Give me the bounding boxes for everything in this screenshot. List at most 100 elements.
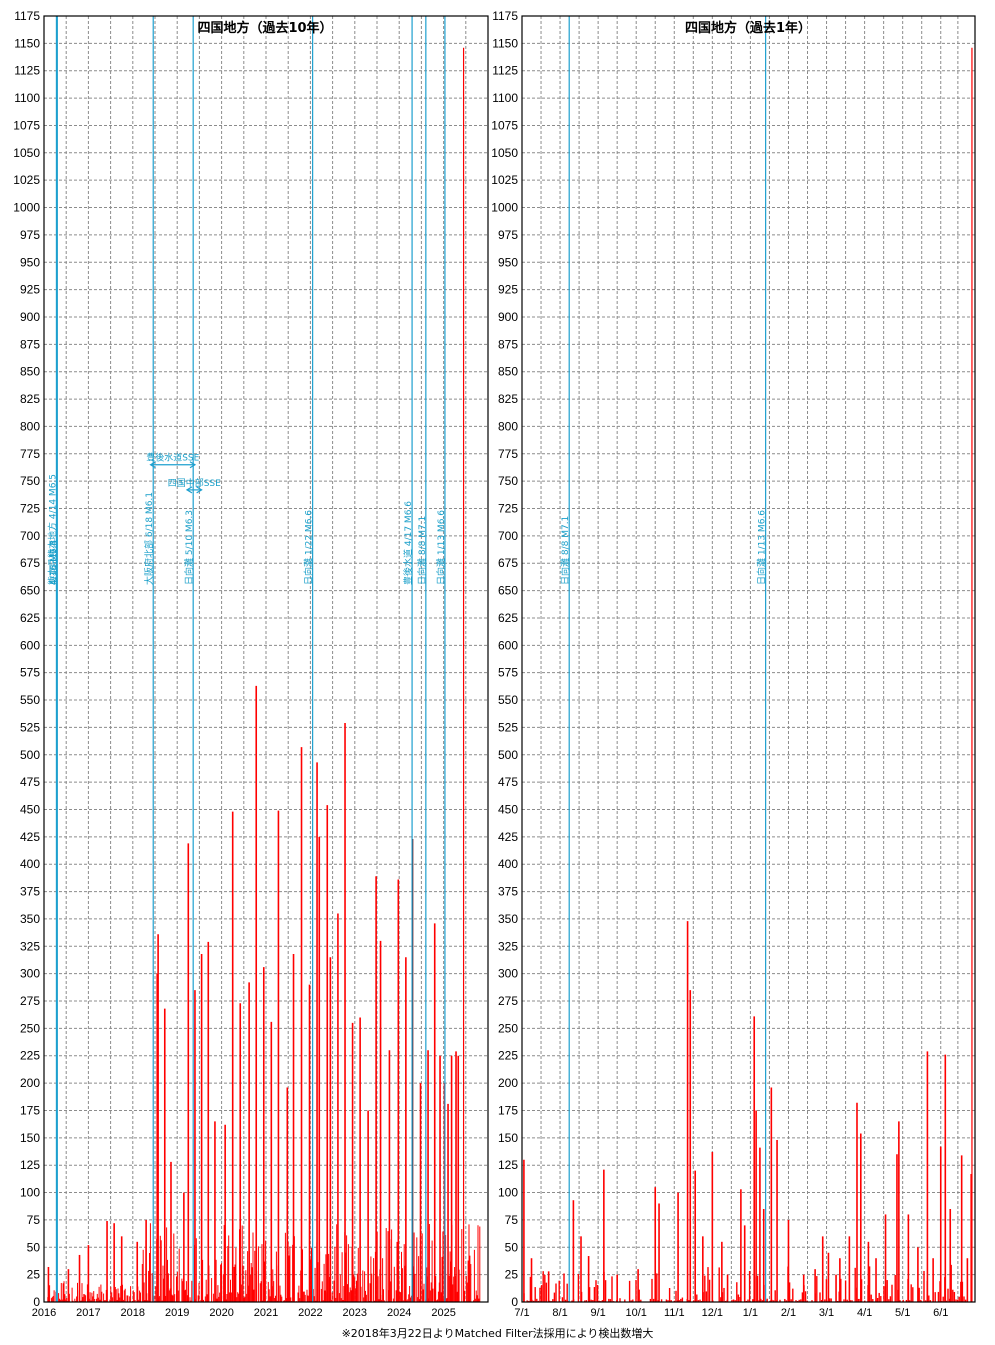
y-tick-label: 975 xyxy=(20,228,40,242)
sse-arrow xyxy=(196,486,203,494)
y-tick-label: 75 xyxy=(27,1213,41,1227)
x-tick-label: 3/1 xyxy=(819,1307,834,1319)
y-tick-label: 25 xyxy=(27,1268,41,1282)
plot-background xyxy=(522,16,975,1302)
y-tick-label: 800 xyxy=(498,419,518,433)
y-tick-label: 225 xyxy=(498,1049,518,1063)
y-tick-label: 750 xyxy=(20,474,40,488)
y-tick-label: 1000 xyxy=(491,201,518,215)
y-tick-label: 675 xyxy=(20,556,40,570)
event-label: 熊本県熊本地方 4/14 M6.5 xyxy=(46,474,58,585)
y-tick-label: 1100 xyxy=(14,91,40,105)
bar-series xyxy=(523,47,973,1302)
chart-panel-one-year: 0 25 50 75 100 125 150 175 200 225 250 275 300 325 350… xyxy=(491,9,976,1319)
y-tick-label: 900 xyxy=(498,310,518,324)
x-tick-label: 2016 xyxy=(32,1307,56,1319)
y-tick-label: 775 xyxy=(20,447,40,461)
y-tick-label: 350 xyxy=(20,912,40,926)
y-tick-label: 275 xyxy=(498,994,518,1008)
y-tick-label: 1125 xyxy=(14,64,40,78)
y-tick-label: 925 xyxy=(20,283,40,297)
y-tick-label: 75 xyxy=(505,1213,519,1227)
y-tick-label: 650 xyxy=(498,584,518,598)
x-tick-label: 2017 xyxy=(76,1307,100,1319)
y-tick-label: 200 xyxy=(498,1076,518,1090)
y-tick-label: 700 xyxy=(20,529,40,543)
event-label: 日向灘 1/22 M6.6 xyxy=(303,510,315,585)
y-tick-label: 150 xyxy=(498,1131,518,1145)
event-label: 日向灘 1/13 M6.6 xyxy=(435,510,447,585)
x-tick-label: 2/1 xyxy=(781,1307,796,1319)
y-tick-label: 550 xyxy=(498,693,518,707)
y-tick-label: 250 xyxy=(498,1021,518,1035)
x-tick-label: 9/1 xyxy=(590,1307,605,1319)
x-tick-label: 2018 xyxy=(121,1307,145,1319)
y-tick-label: 925 xyxy=(498,283,518,297)
y-tick-label: 1175 xyxy=(14,9,40,23)
plot-frame xyxy=(521,15,976,1303)
y-tick-label: 1050 xyxy=(13,146,40,160)
x-tick-label: 2019 xyxy=(165,1307,189,1319)
x-tick-label: 4/1 xyxy=(857,1307,872,1319)
y-tick-label: 1150 xyxy=(492,36,518,50)
y-tick-label: 125 xyxy=(20,1158,40,1172)
sse-label: 四国中部SSE xyxy=(168,477,221,489)
y-tick-label: 200 xyxy=(20,1076,40,1090)
x-tick-label: 10/1 xyxy=(625,1307,646,1319)
y-tick-label: 1025 xyxy=(491,173,518,187)
y-tick-label: 575 xyxy=(498,666,518,680)
event-label: 日向灘 8/8 M7.1 xyxy=(559,516,571,585)
y-tick-label: 750 xyxy=(498,474,518,488)
y-tick-label: 950 xyxy=(498,255,518,269)
y-tick-label: 725 xyxy=(498,502,518,516)
chart-title: 四国地方（過去1年） xyxy=(685,20,811,36)
chart-panel-ten-year: 0 25 50 75 100 125 150 175 200 225 250 275 300 325 350… xyxy=(13,9,489,1319)
y-tick-label: 0 xyxy=(511,1295,518,1309)
y-tick-label: 175 xyxy=(20,1103,40,1117)
y-tick-label: 650 xyxy=(20,584,40,598)
x-tick-label: 2025 xyxy=(431,1307,455,1319)
x-tick-label: 2020 xyxy=(209,1307,233,1319)
y-tick-label: 825 xyxy=(498,392,518,406)
y-tick-label: 150 xyxy=(20,1131,40,1145)
y-tick-label: 675 xyxy=(498,556,518,570)
y-tick-label: 1175 xyxy=(492,9,518,23)
plot-frame xyxy=(43,15,489,1303)
y-tick-label: 500 xyxy=(498,748,518,762)
y-tick-label: 600 xyxy=(20,638,40,652)
y-tick-label: 575 xyxy=(20,666,40,680)
chart-title: 四国地方（過去10年） xyxy=(197,20,332,36)
sse-arrow xyxy=(149,461,156,469)
y-tick-label: 425 xyxy=(20,830,40,844)
x-tick-label: 2022 xyxy=(298,1307,322,1319)
x-tick-label: 12/1 xyxy=(702,1307,723,1319)
y-tick-label: 25 xyxy=(505,1268,519,1282)
y-tick-label: 1150 xyxy=(14,36,40,50)
sse-arrow xyxy=(185,486,193,494)
y-tick-label: 800 xyxy=(20,419,40,433)
y-tick-label: 500 xyxy=(20,748,40,762)
y-tick-label: 400 xyxy=(498,857,518,871)
event-label: 日向灘 5/10 M6.3 xyxy=(183,510,195,585)
y-tick-label: 300 xyxy=(498,967,518,981)
y-tick-label: 475 xyxy=(498,775,518,789)
y-tick-label: 50 xyxy=(27,1240,41,1254)
footnote: ※2018年3月22日よりMatched Filter法採用により検出数増大 xyxy=(341,1327,654,1340)
y-tick-label: 375 xyxy=(20,885,40,899)
y-tick-label: 350 xyxy=(498,912,518,926)
x-tick-label: 6/1 xyxy=(933,1307,948,1319)
y-tick-label: 100 xyxy=(20,1186,40,1200)
y-tick-label: 775 xyxy=(498,447,518,461)
y-tick-label: 550 xyxy=(20,693,40,707)
y-tick-label: 825 xyxy=(20,392,40,406)
event-label: 4/15 M6.4 xyxy=(49,540,59,585)
y-tick-label: 50 xyxy=(505,1240,519,1254)
y-tick-label: 450 xyxy=(498,802,518,816)
y-tick-label: 850 xyxy=(498,365,518,379)
x-tick-label: 5/1 xyxy=(895,1307,910,1319)
y-tick-label: 100 xyxy=(498,1186,518,1200)
y-tick-label: 850 xyxy=(20,365,40,379)
y-tick-label: 0 xyxy=(33,1295,40,1309)
y-tick-label: 1000 xyxy=(13,201,40,215)
y-tick-label: 425 xyxy=(498,830,518,844)
